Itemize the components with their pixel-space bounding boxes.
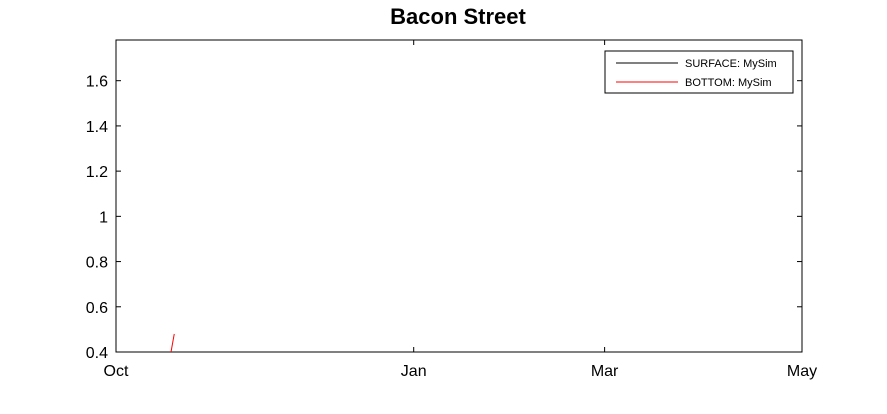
y-tick-label: 0.4 xyxy=(86,345,108,362)
legend-label: BOTTOM: MySim xyxy=(685,77,772,89)
y-tick-label: 1.6 xyxy=(86,74,108,91)
y-tick-label: 0.8 xyxy=(86,255,108,272)
series-layer xyxy=(170,333,175,353)
y-tick-label: 1.4 xyxy=(86,119,108,136)
y-tick-label: 0.6 xyxy=(86,300,108,317)
y-tick-label: 1 xyxy=(99,209,108,226)
x-tick-label: Mar xyxy=(591,363,619,380)
legend-label: SURFACE: MySim xyxy=(685,58,777,70)
legend-box xyxy=(604,50,794,94)
x-tick-label: May xyxy=(787,363,817,380)
x-tick-label: Jan xyxy=(401,363,427,380)
x-tick-label: Oct xyxy=(104,363,129,380)
series-line xyxy=(170,333,175,353)
x-axis: Oct Jan Mar May xyxy=(104,40,817,380)
legend: SURFACE: MySim BOTTOM: MySim xyxy=(604,50,794,94)
y-axis: 0.4 0.6 0.8 1 1.2 1.4 1.6 xyxy=(86,74,802,362)
y-tick-label: 1.2 xyxy=(86,164,108,181)
chart-title: Bacon Street xyxy=(390,4,526,29)
